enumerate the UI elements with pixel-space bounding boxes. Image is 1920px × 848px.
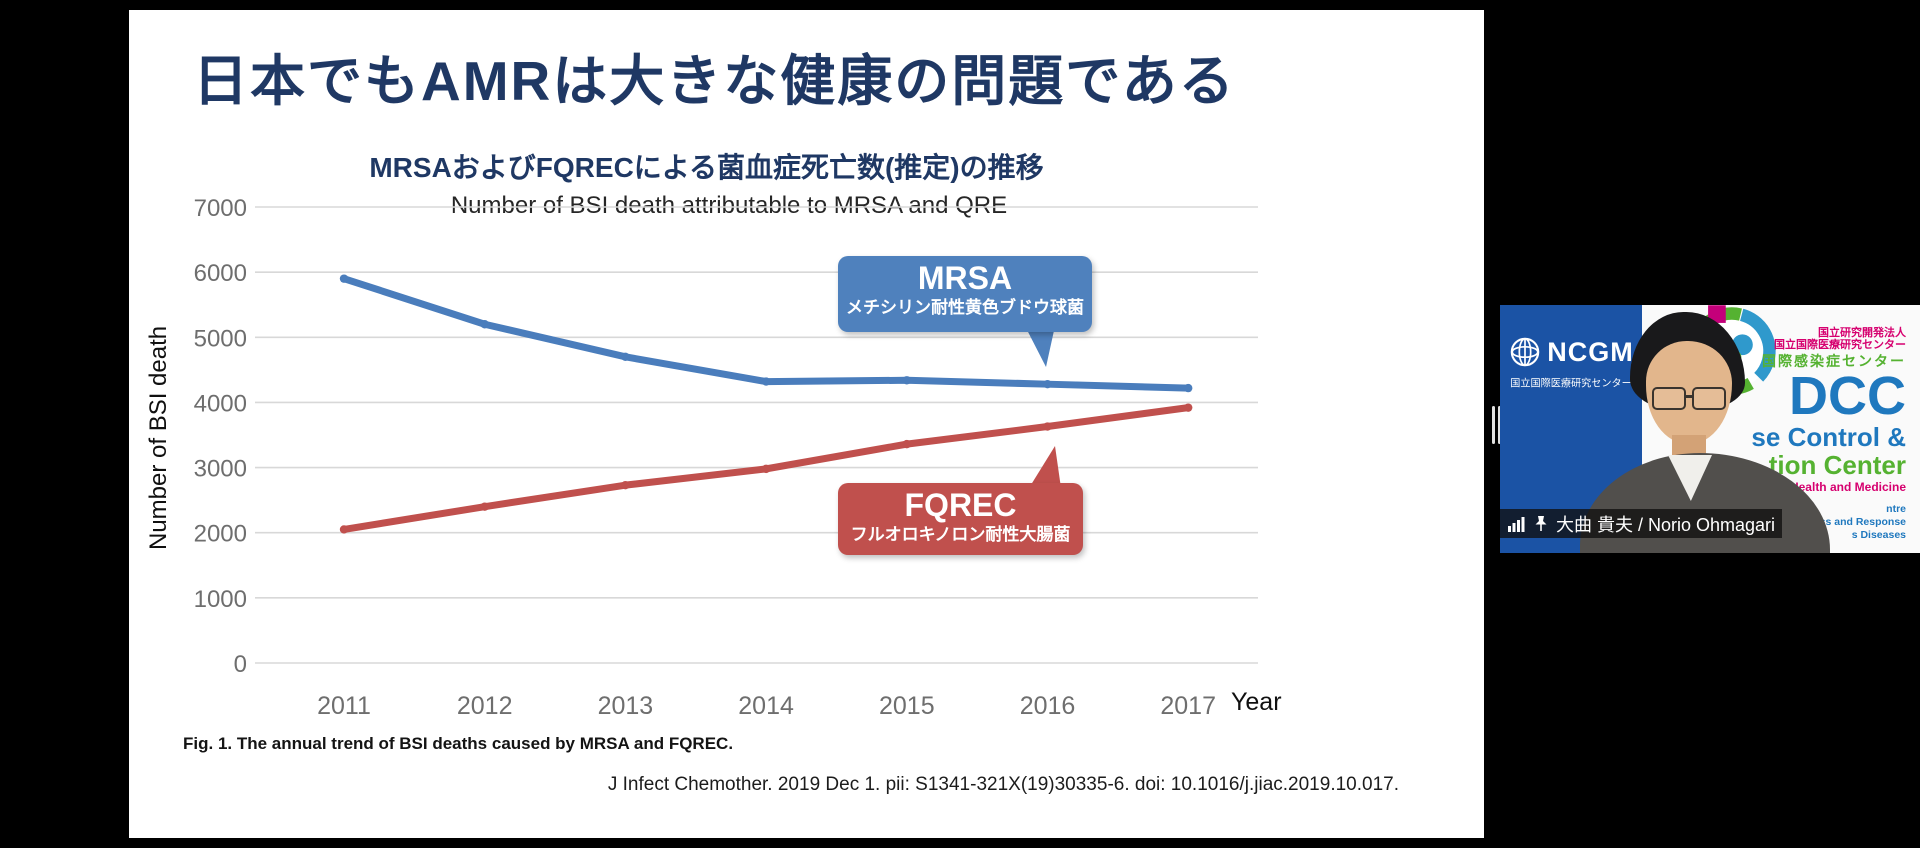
signal-bars-icon (1508, 517, 1525, 532)
svg-text:2000: 2000 (194, 521, 247, 548)
speaker-glasses (1652, 387, 1730, 411)
dcc-sub-frag1: ntre (1886, 502, 1906, 515)
ncgm-org-name: 国立国際医療研究センター (1510, 378, 1632, 390)
svg-text:2014: 2014 (738, 692, 794, 720)
svg-text:6000: 6000 (194, 260, 247, 287)
svg-text:0: 0 (234, 651, 247, 678)
mrsa-callout-title: MRSA (917, 260, 1013, 296)
mrsa-callout-subtitle: メチシリン耐性黄色ブドウ球菌 (846, 298, 1084, 317)
dcc-name-frag1: se Control & (1751, 422, 1906, 453)
dcc-sub-frag3: s Diseases (1851, 528, 1906, 541)
dcc-name-frag3: al Health and Medicine (1776, 480, 1906, 495)
svg-text:7000: 7000 (194, 195, 247, 222)
pin-icon[interactable] (1533, 515, 1549, 532)
slide-subtitle: MRSAおよびFQRECによる菌血症死亡数(推定)の推移 (369, 152, 1044, 183)
svg-text:2016: 2016 (1020, 692, 1076, 720)
speaker-face (1646, 341, 1732, 444)
dcc-acronym: DCC (1789, 366, 1906, 427)
svg-text:2015: 2015 (879, 692, 935, 720)
svg-text:2013: 2013 (598, 692, 654, 720)
figure-caption: Fig. 1. The annual trend of BSI deaths c… (183, 734, 734, 753)
svg-text:5000: 5000 (194, 325, 247, 352)
x-axis-label: Year (1231, 688, 1282, 716)
dcc-org-line1: 国立研究開発法人 (1818, 327, 1906, 339)
mrsa-callout: MRSA メチシリン耐性黄色ブドウ球菌 (838, 256, 1092, 332)
fqrec-callout: FQREC フルオロキノロン耐性大腸菌 (838, 483, 1083, 555)
journal-citation: J Infect Chemother. 2019 Dec 1. pii: S13… (607, 774, 1399, 795)
svg-text:2017: 2017 (1160, 692, 1216, 720)
dcc-center-jp: 国際感染症センター (1762, 352, 1906, 369)
fqrec-callout-subtitle: フルオロキノロン耐性大腸菌 (850, 525, 1071, 544)
fqrec-callout-title: FQREC (904, 487, 1017, 523)
dcc-org-line2: 国立国際医療研究センター (1774, 339, 1906, 352)
participant-name-bar: 大曲 貴夫 / Norio Ohmagari (1500, 509, 1782, 538)
svg-text:3000: 3000 (194, 456, 247, 483)
speaker-name: 大曲 貴夫 / Norio Ohmagari (1556, 514, 1776, 535)
ncgm-globe-icon (1510, 337, 1540, 367)
svg-text:2011: 2011 (317, 692, 371, 720)
panel-resize-handle[interactable] (1492, 406, 1501, 444)
ncgm-acronym: NCGM (1547, 336, 1634, 367)
chart-title: Number of BSI death attributable to MRSA… (450, 192, 1008, 219)
svg-text:4000: 4000 (194, 390, 247, 417)
shared-slide: 日本でもAMRは大きな健康の問題である MRSAおよびFQRECによる菌血症死亡… (129, 10, 1484, 838)
dcc-name-frag2: tion Center (1768, 450, 1906, 481)
svg-text:2012: 2012 (457, 692, 513, 720)
svg-text:1000: 1000 (194, 586, 247, 613)
speaker-video-thumbnail[interactable]: NCGM 国立国際医療研究センター 国立研究開発法人 国立国際医療研究センター … (1500, 305, 1920, 553)
slide-title: 日本でもAMRは大きな健康の問題である (193, 50, 1236, 112)
bsi-trend-chart: 0 1000 2000 3000 4000 5000 6000 7000 2011 2012 201… (194, 195, 1258, 720)
